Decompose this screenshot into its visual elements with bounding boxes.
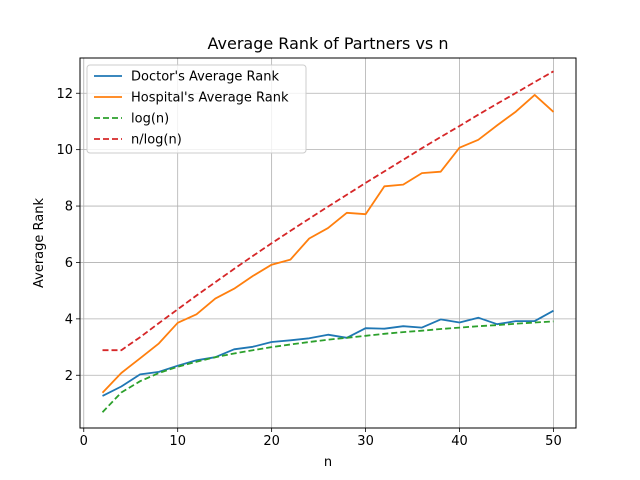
legend-label-n-log-n: n/log(n): [131, 133, 182, 148]
y-tick-label: 4: [65, 312, 73, 327]
series-line-hospital-s-average-rank: [101, 94, 555, 394]
legend: Doctor's Average Rank Hospital's Average …: [86, 64, 307, 154]
chart-title: Average Rank of Partners vs n: [208, 34, 449, 53]
y-tick-label: 12: [56, 87, 73, 102]
legend-label-hospital-s-average-rank: Hospital's Average Rank: [131, 91, 289, 106]
legend-box: [86, 64, 307, 154]
series-line-doctor-s-average-rank: [102, 309, 554, 397]
legend-label-doctor-s-average-rank: Doctor's Average Rank: [131, 70, 279, 85]
x-axis-ticks: 0 10 20 30 40 50: [80, 428, 562, 449]
legend-label-log-n: log(n): [131, 112, 169, 127]
x-tick-label: 20: [263, 434, 280, 449]
series-line-n-log-n: [102, 70, 554, 352]
plot-frame: [79, 57, 577, 429]
series-lines: [101, 70, 555, 413]
x-tick-label: 50: [545, 434, 562, 449]
x-tick-label: 10: [169, 434, 186, 449]
x-tick-label: 0: [80, 434, 88, 449]
y-tick-label: 2: [65, 369, 73, 384]
x-tick-label: 30: [357, 434, 374, 449]
y-tick-label: 10: [56, 143, 73, 158]
x-axis-label: n: [324, 455, 332, 470]
y-tick-label: 8: [65, 200, 73, 215]
y-tick-label: 6: [65, 256, 73, 271]
y-axis-label: Average Rank: [32, 198, 47, 288]
x-tick-label: 40: [451, 434, 468, 449]
y-axis-ticks: 2 4 6 8 10 12: [56, 87, 80, 384]
